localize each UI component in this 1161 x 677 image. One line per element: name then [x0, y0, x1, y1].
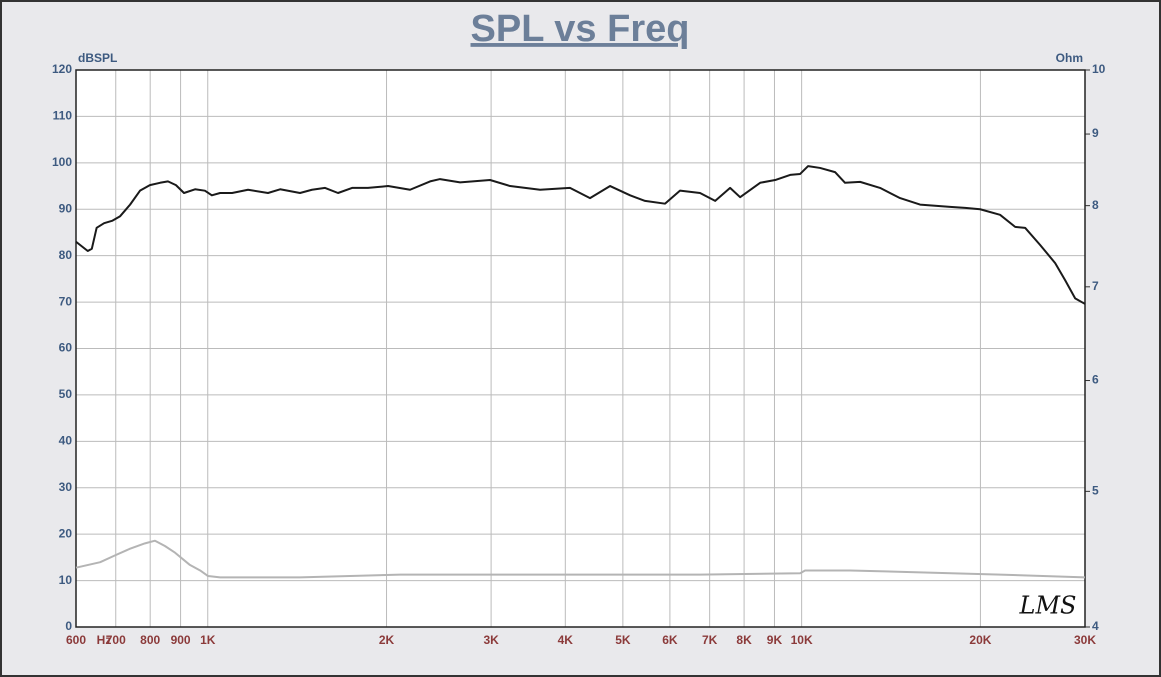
x-tick-label: 5K [615, 633, 631, 647]
x-tick-label: 700 [106, 633, 126, 647]
x-tick-label: 10K [791, 633, 813, 647]
x-tick-label: 2K [379, 633, 395, 647]
x-tick-label: 900 [171, 633, 191, 647]
x-tick-label: 4K [558, 633, 574, 647]
x-tick-label: 20K [969, 633, 991, 647]
y-tick-label: 50 [59, 387, 73, 401]
x-tick-label: 600 [66, 633, 86, 647]
x-axis-label: Hz [97, 633, 112, 647]
y2-tick-label: 6 [1092, 373, 1099, 387]
y2-tick-label: 7 [1092, 279, 1099, 293]
x-tick-label: 800 [140, 633, 160, 647]
y-tick-label: 120 [52, 62, 72, 76]
y2-tick-label: 8 [1092, 198, 1099, 212]
y-tick-label: 70 [59, 294, 73, 308]
y2-tick-label: 9 [1092, 126, 1099, 140]
y-tick-label: 40 [59, 434, 73, 448]
chart-title: SPL vs Freq [471, 8, 690, 50]
x-tick-label: 30K [1074, 633, 1096, 647]
x-tick-label: 6K [662, 633, 678, 647]
y-axis-label: dBSPL [78, 51, 117, 65]
y-tick-label: 90 [59, 201, 73, 215]
y2-axis-label: Ohm [1056, 51, 1083, 65]
x-tick-label: 1K [200, 633, 216, 647]
plot-border [75, 69, 1086, 628]
y-tick-label: 60 [59, 341, 73, 355]
y-tick-label: 0 [65, 619, 72, 633]
x-tick-label: 3K [483, 633, 499, 647]
y2-tick-label: 5 [1092, 484, 1099, 498]
y2-tick-label: 10 [1092, 62, 1106, 76]
y-tick-label: 110 [53, 109, 73, 123]
x-tick-label: 9K [767, 633, 783, 647]
y-tick-label: 10 [59, 573, 73, 587]
y-tick-label: 100 [52, 155, 72, 169]
y-tick-label: 30 [59, 480, 73, 494]
series-line [75, 165, 1086, 305]
series-line [75, 539, 1086, 579]
y-tick-label: 20 [59, 526, 73, 540]
y-tick-label: 80 [59, 248, 73, 262]
x-tick-label: 7K [702, 633, 718, 647]
y2-tick-label: 4 [1092, 619, 1099, 633]
logo: LMS [1019, 592, 1077, 620]
x-tick-label: 8K [736, 633, 752, 647]
